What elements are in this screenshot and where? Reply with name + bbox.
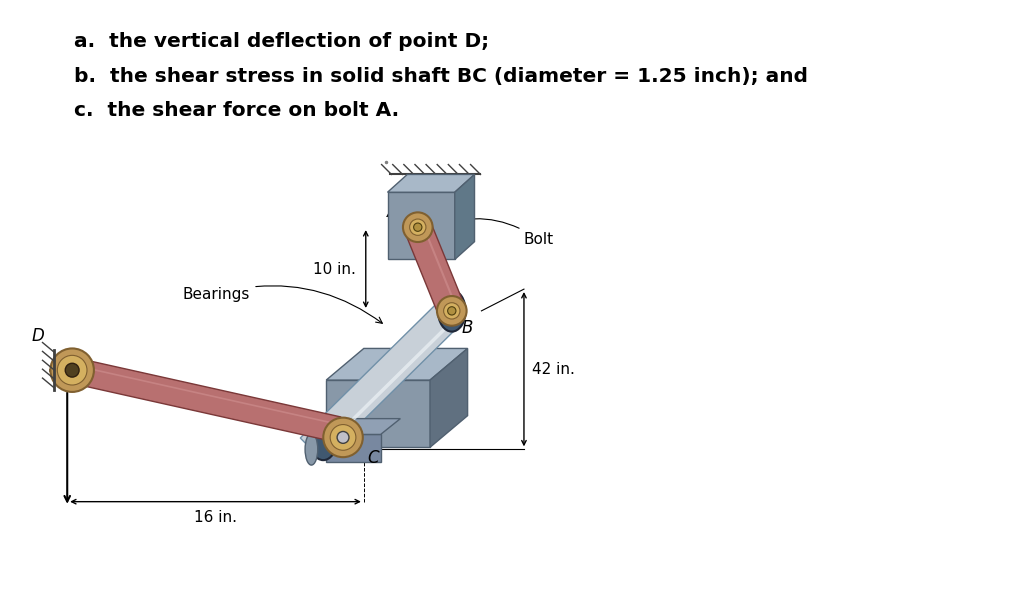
- Polygon shape: [70, 358, 341, 442]
- Text: Bolt: Bolt: [428, 219, 554, 247]
- Circle shape: [443, 302, 460, 319]
- Circle shape: [412, 221, 424, 233]
- Polygon shape: [326, 434, 381, 462]
- Circle shape: [437, 296, 467, 326]
- Text: A: A: [387, 203, 398, 221]
- Circle shape: [58, 355, 87, 385]
- Polygon shape: [326, 349, 468, 380]
- Text: Bearings: Bearings: [183, 286, 383, 323]
- Circle shape: [414, 223, 422, 231]
- Text: D: D: [31, 328, 44, 346]
- Polygon shape: [430, 349, 468, 447]
- Circle shape: [337, 431, 349, 443]
- Polygon shape: [326, 380, 430, 447]
- Text: 16 in.: 16 in.: [194, 510, 237, 525]
- Polygon shape: [326, 419, 400, 434]
- Text: c.  the shear force on bolt A.: c. the shear force on bolt A.: [74, 101, 399, 120]
- Text: b.  the shear stress in solid shaft BC (diameter = 1.25 inch); and: b. the shear stress in solid shaft BC (d…: [74, 66, 808, 86]
- Ellipse shape: [305, 434, 318, 465]
- Ellipse shape: [445, 295, 459, 326]
- Text: B: B: [462, 319, 473, 337]
- Polygon shape: [388, 174, 475, 192]
- Circle shape: [405, 214, 430, 240]
- Circle shape: [50, 349, 94, 392]
- Circle shape: [447, 307, 456, 315]
- Text: C: C: [368, 449, 380, 467]
- Circle shape: [410, 219, 426, 235]
- Text: 42 in.: 42 in.: [532, 362, 575, 377]
- Text: 10 in.: 10 in.: [313, 262, 356, 277]
- Polygon shape: [454, 174, 475, 259]
- Circle shape: [330, 425, 356, 450]
- Circle shape: [323, 418, 363, 457]
- Text: a.  the vertical deflection of point D;: a. the vertical deflection of point D;: [74, 32, 489, 51]
- Polygon shape: [300, 300, 463, 461]
- Circle shape: [403, 213, 432, 242]
- Ellipse shape: [309, 419, 337, 460]
- Circle shape: [66, 363, 79, 377]
- Ellipse shape: [443, 296, 461, 326]
- Polygon shape: [405, 222, 465, 316]
- Ellipse shape: [438, 290, 466, 332]
- Polygon shape: [388, 192, 454, 259]
